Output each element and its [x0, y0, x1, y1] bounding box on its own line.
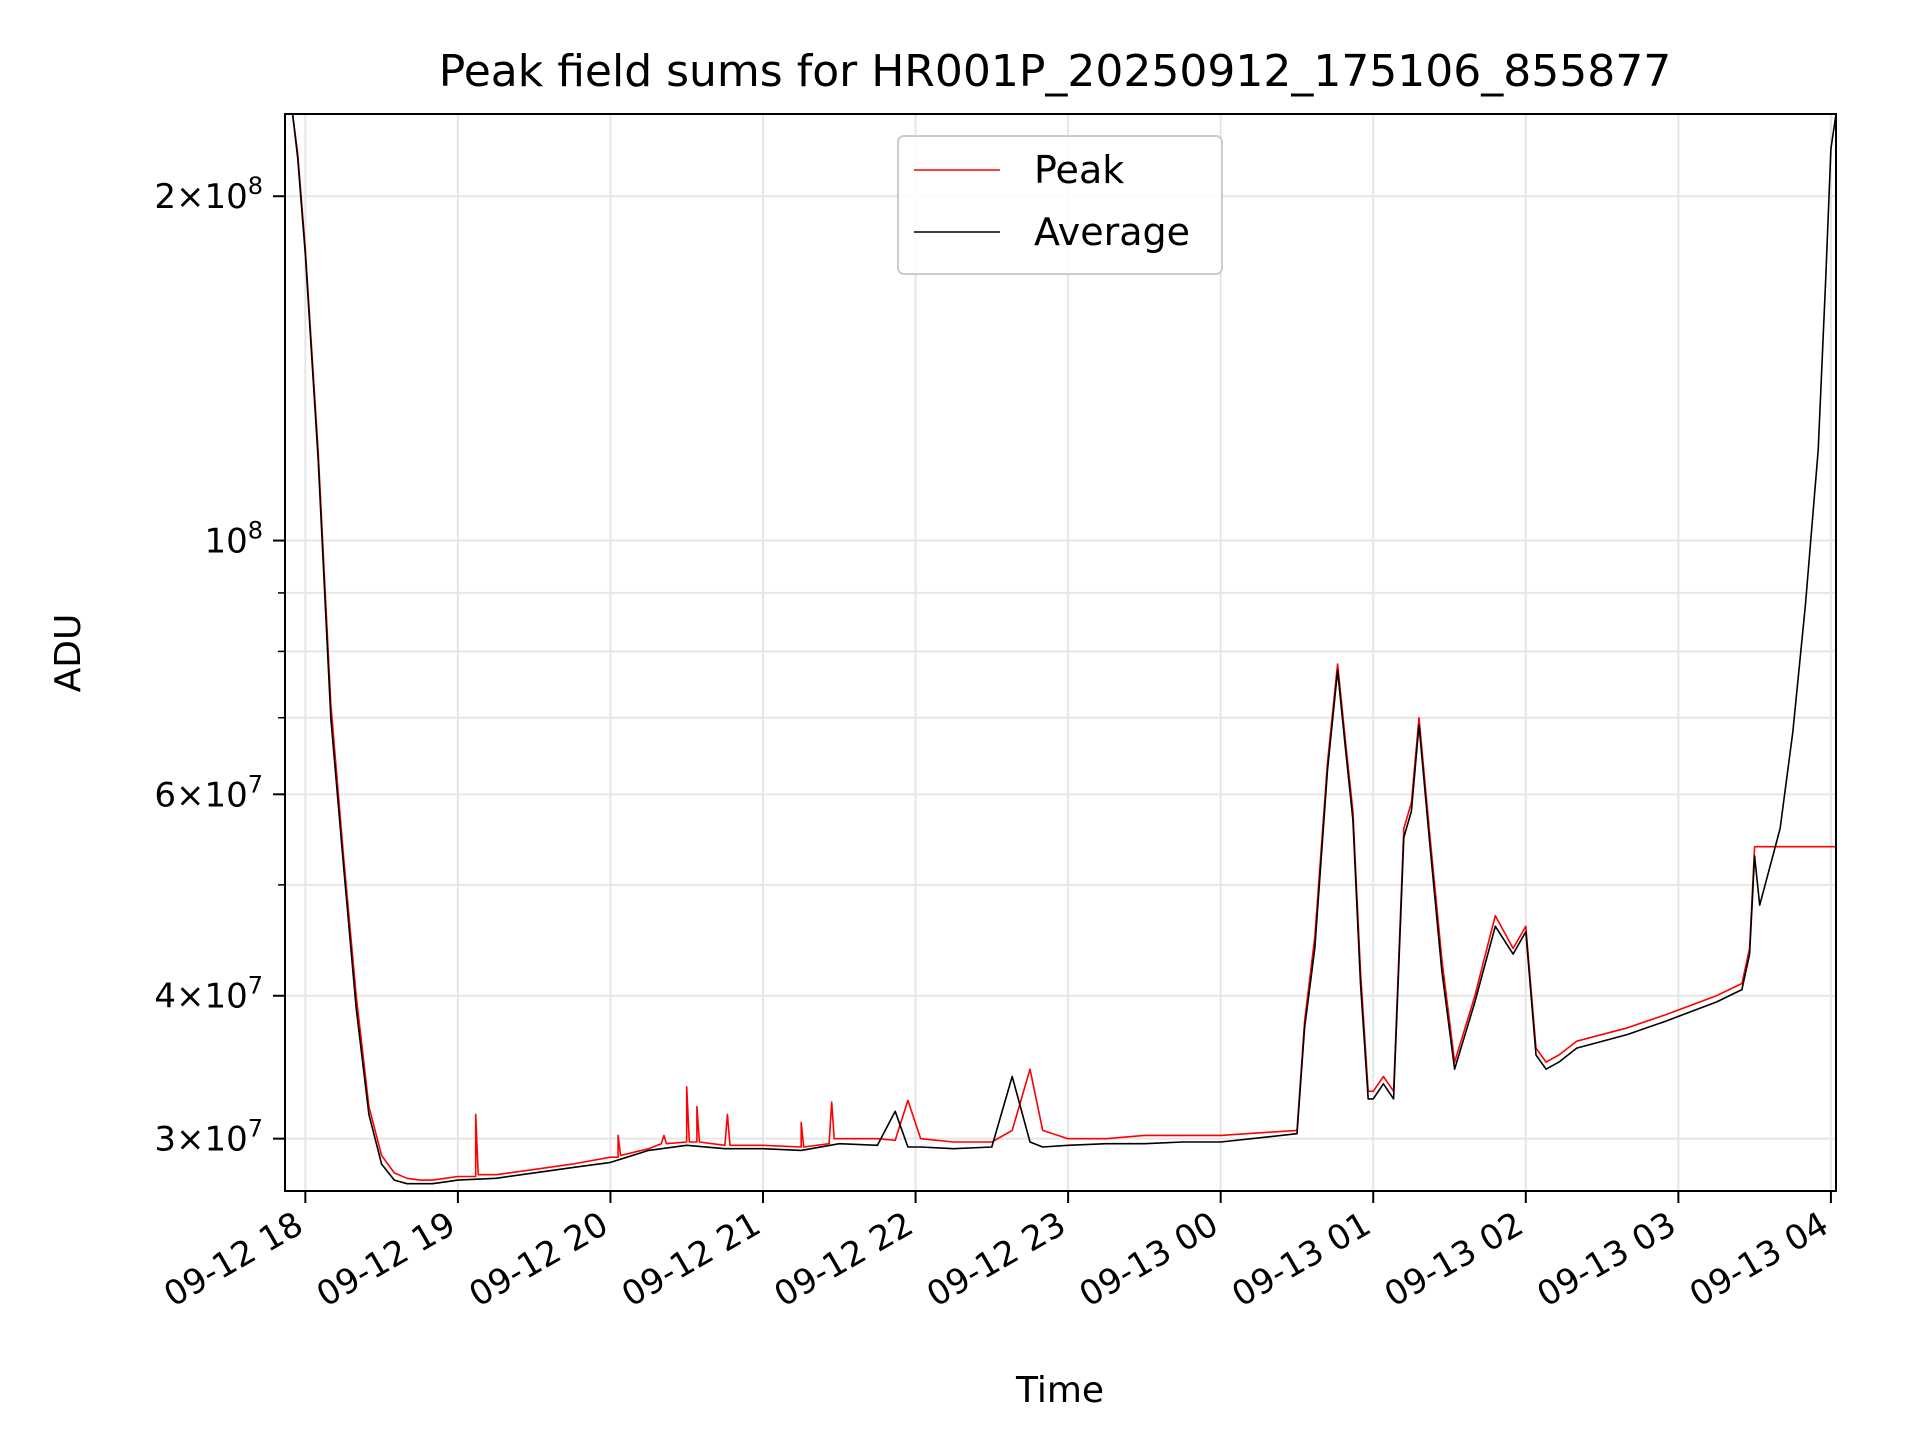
y-axis-label: ADU — [48, 614, 89, 693]
plot-frame — [284, 113, 1837, 1192]
series-line-average — [285, 114, 1836, 1185]
legend: Peak Average — [897, 135, 1223, 275]
chart-title: Peak field sums for HR001P_20250912_1751… — [439, 46, 1672, 97]
plot-area — [285, 114, 1836, 1185]
grid — [285, 114, 1836, 1191]
series-layer — [285, 114, 1836, 1185]
y-tick-label: 2×108 — [154, 172, 263, 217]
x-axis-label: Time — [1015, 1370, 1104, 1411]
legend-label-peak: Peak — [1034, 148, 1124, 192]
legend-label-average: Average — [1034, 210, 1190, 254]
y-tick-label: 108 — [204, 517, 263, 562]
y-tick-label: 6×107 — [154, 770, 263, 815]
y-tick-label: 4×107 — [154, 972, 263, 1017]
y-tick-label: 3×107 — [154, 1115, 263, 1160]
y-axis: 3×107 4×107 6×107 108 2×108 — [154, 172, 285, 1160]
